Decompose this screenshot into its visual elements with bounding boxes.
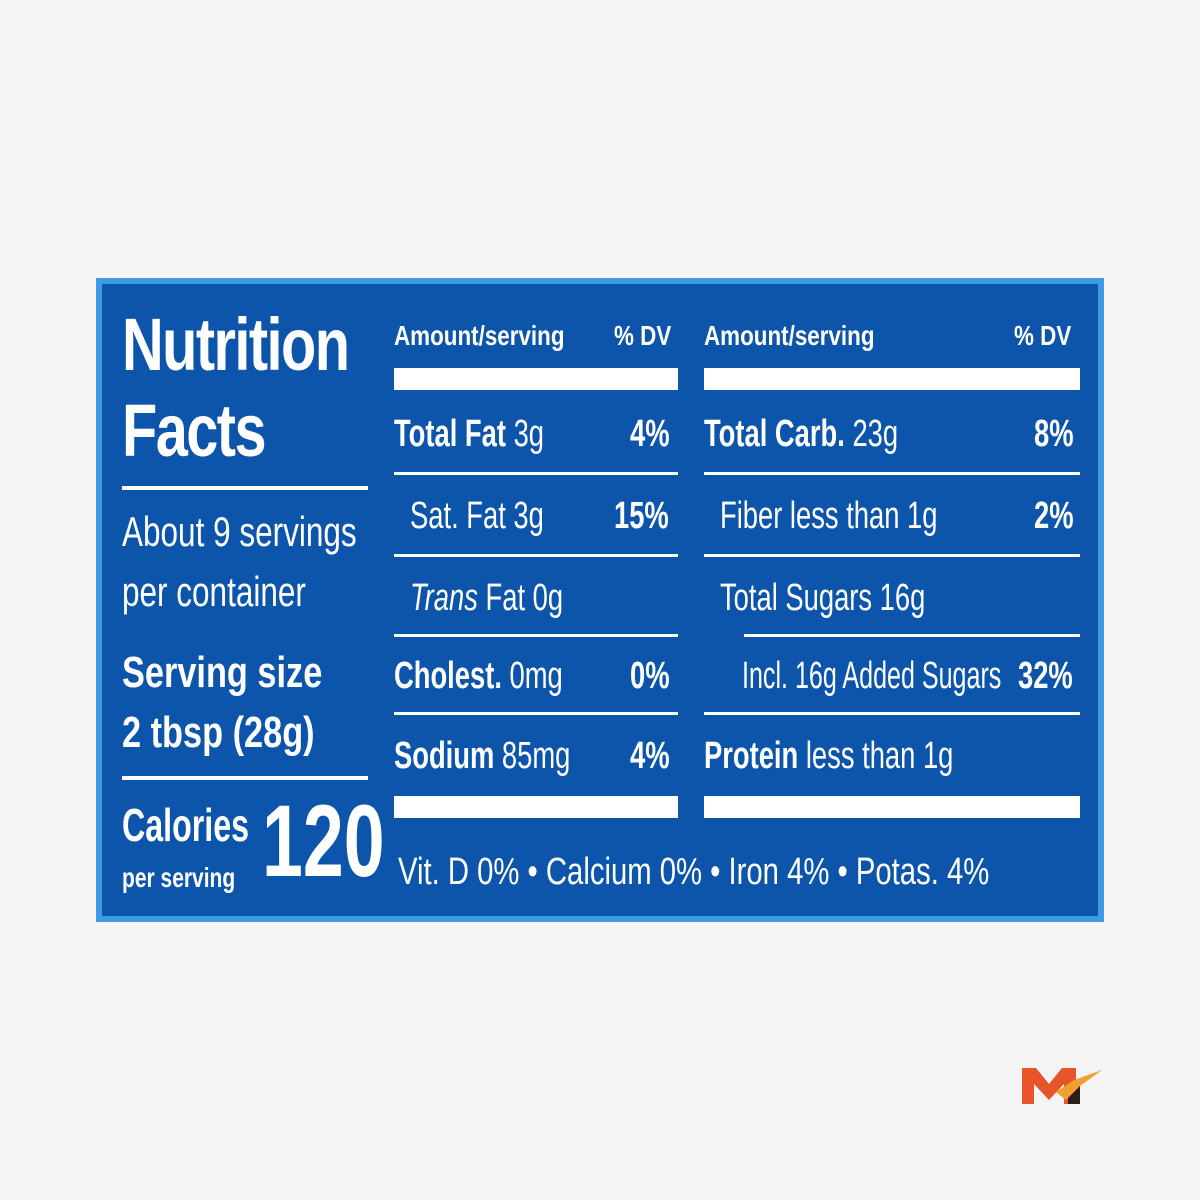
calories-label: Calories — [122, 799, 250, 851]
divider — [744, 634, 1080, 637]
nutrient-added-sugars: Incl. 16g Added Sugars — [742, 655, 1002, 697]
thick-divider — [394, 368, 678, 390]
vitamins-minerals: Vit. D 0% • Calcium 0% • Iron 4% • Potas… — [398, 851, 990, 893]
divider — [704, 472, 1080, 475]
dv-total-carb: 8% — [1034, 413, 1074, 455]
dv-added-sugars: 32% — [1018, 655, 1073, 697]
nutrient-sat-fat: Sat. Fat 3g — [410, 495, 544, 537]
nutrition-facts-label: Nutrition Facts About 9 servings per con… — [96, 278, 1104, 922]
left-header-dv: % DV — [614, 320, 672, 351]
right-header-amount: Amount/serving — [704, 320, 875, 351]
divider — [394, 472, 678, 475]
thick-divider — [704, 368, 1080, 390]
nutrient-total-carb: Total Carb. 23g — [704, 413, 899, 455]
calories-value: 120 — [262, 784, 385, 898]
dv-sat-fat: 15% — [614, 495, 669, 537]
divider — [394, 712, 678, 715]
right-header-dv: % DV — [1014, 320, 1072, 351]
dv-cholesterol: 0% — [630, 655, 670, 697]
divider — [704, 712, 1080, 715]
serving-size-value: 2 tbsp (28g) — [122, 708, 315, 757]
dv-fiber: 2% — [1034, 495, 1074, 537]
servings-per-container-line1: About 9 servings — [122, 508, 357, 555]
nutrient-trans-fat: Trans Fat 0g — [410, 577, 564, 619]
divider — [122, 776, 368, 780]
nutrient-fiber: Fiber less than 1g — [720, 495, 938, 537]
serving-size-label: Serving size — [122, 648, 323, 697]
title-nutrition: Nutrition — [122, 303, 350, 386]
nutrient-sodium: Sodium 85mg — [394, 735, 571, 777]
nutrient-total-fat: Total Fat 3g — [394, 413, 545, 455]
divider — [394, 634, 678, 637]
divider — [704, 554, 1080, 557]
servings-per-container-line2: per container — [122, 568, 306, 615]
calories-per-serving: per serving — [122, 862, 236, 893]
thick-divider — [704, 796, 1080, 818]
divider — [394, 554, 678, 557]
nutrient-total-sugars: Total Sugars 16g — [720, 577, 926, 619]
nutrient-cholesterol: Cholest. 0mg — [394, 655, 563, 697]
dv-total-fat: 4% — [630, 413, 670, 455]
divider — [122, 486, 368, 490]
left-header-amount: Amount/serving — [394, 320, 565, 351]
dv-sodium: 4% — [630, 735, 670, 777]
thick-divider — [394, 796, 678, 818]
nutrient-protein: Protein less than 1g — [704, 735, 954, 777]
title-facts: Facts — [122, 389, 267, 472]
m-check-logo-icon — [1022, 1068, 1102, 1104]
